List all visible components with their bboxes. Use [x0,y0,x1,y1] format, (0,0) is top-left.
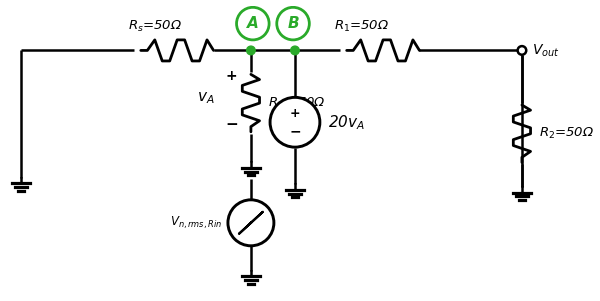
Circle shape [247,46,255,55]
Text: B: B [287,16,299,31]
Text: A: A [247,16,259,31]
Text: $V_{out}$: $V_{out}$ [532,42,559,59]
Circle shape [228,200,274,246]
Text: +: + [226,69,238,83]
Text: +: + [290,107,300,120]
Circle shape [270,97,320,147]
Circle shape [518,46,526,55]
Text: −: − [226,117,238,132]
Text: $R_2$=50Ω: $R_2$=50Ω [539,126,595,141]
Text: $v_A$: $v_A$ [197,91,215,106]
Text: $V_{n,rms,Rin}$: $V_{n,rms,Rin}$ [170,215,222,231]
Text: $R_s$=50Ω: $R_s$=50Ω [128,19,182,34]
Text: $R_{in}$=50Ω: $R_{in}$=50Ω [268,95,326,111]
Text: $R_1$=50Ω: $R_1$=50Ω [334,19,389,34]
Circle shape [290,46,299,55]
Text: −: − [289,125,301,139]
Text: 20$v_A$: 20$v_A$ [328,113,365,132]
